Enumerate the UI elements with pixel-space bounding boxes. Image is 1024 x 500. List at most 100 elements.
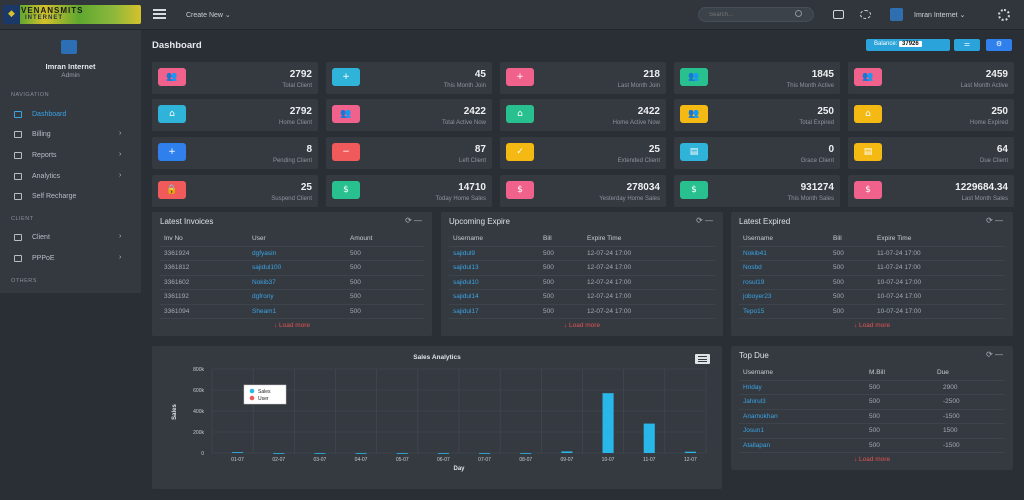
sidebar-item-self-recharge[interactable]: Self Recharge [0, 189, 141, 205]
minimize-icon[interactable]: — [705, 216, 713, 225]
table-header: Inv No User Amount [160, 232, 424, 247]
load-more-link[interactable]: ↓ Load more [853, 322, 891, 329]
stat-card[interactable]: 👥 250 Total Expired [674, 99, 840, 131]
username-link[interactable]: Hriday [743, 383, 762, 391]
stat-card[interactable]: $14710 Today Home Sales [326, 175, 492, 207]
load-more-link[interactable]: ↓ Load more [853, 456, 891, 463]
stat-card[interactable]: $1229684.34 Last Month Sales [848, 175, 1014, 207]
user-avatar[interactable] [890, 8, 903, 21]
sales-chart: 0 200k 400k 600k 800k 01-07 02-07 03-07 04-07 05-… [172, 367, 707, 472]
username-link[interactable]: Jahirul3 [743, 398, 766, 405]
sidebar-item-pppoe[interactable]: PPPoE › [0, 251, 141, 267]
card-icon[interactable] [833, 10, 844, 19]
sidebar-item-billing[interactable]: Billing › [0, 127, 141, 143]
stat-card[interactable]: 👥 2459 Last Month Active [848, 62, 1014, 94]
stat-card[interactable]: $931274 This Month Sales [674, 175, 840, 207]
username-link[interactable]: Nokib41 [743, 249, 767, 257]
x-tick-label: 05-07 [396, 457, 409, 463]
gear-icon[interactable] [998, 9, 1010, 21]
stat-card[interactable]: ✓ 25 Extended Client [500, 137, 666, 169]
stat-card[interactable]: 👥 1845 This Month Active [674, 62, 840, 94]
sidebar: Imran Internet Admin NAVIGATION Dashboar… [0, 30, 141, 293]
username-link[interactable]: joboyer23 [743, 293, 772, 300]
search-icon[interactable] [795, 10, 802, 17]
stat-card[interactable]: +8 Pending Client [152, 137, 318, 169]
stat-card[interactable]: ⌂ 250 Home Expired [848, 99, 1014, 131]
table-cell: 500 [543, 293, 554, 300]
sidebar-item-dashboard[interactable]: Dashboard [0, 107, 141, 123]
search-input[interactable] [698, 7, 814, 22]
username-link[interactable]: dgfyasin [252, 249, 277, 257]
refresh-icon[interactable]: ⟳ [986, 216, 993, 225]
stat-card[interactable]: 👥 2422 Total Active Now [326, 99, 492, 131]
username-link[interactable]: Nokib37 [252, 278, 276, 286]
table-cell: 500 [869, 412, 880, 420]
logo-emblem-icon: ◆ [3, 5, 20, 24]
user-menu[interactable]: Imran Internet ⌄ [914, 12, 966, 19]
panel-title: Latest Expired [739, 217, 791, 226]
username-link[interactable]: sajidul17 [453, 307, 479, 315]
username-link[interactable]: Nosbd [743, 264, 762, 271]
refresh-icon[interactable]: ⟳ [696, 216, 703, 225]
stat-card[interactable]: $278034 Yesterday Home Sales [500, 175, 666, 207]
stat-card[interactable]: +218 Last Month Join [500, 62, 666, 94]
create-new-dropdown[interactable]: Create New ⌄ [186, 12, 231, 19]
sales-bar [479, 453, 491, 454]
sidebar-item-reports[interactable]: Reports › [0, 148, 141, 164]
username-link[interactable]: rosul19 [743, 278, 765, 286]
stat-card[interactable]: ⌂ 2422 Home Active Now [500, 99, 666, 131]
stat-card[interactable]: +45 This Month Join [326, 62, 492, 94]
users-icon: 👥 [680, 68, 708, 86]
username-link[interactable]: Atallapan [743, 441, 771, 449]
settings-button[interactable]: ⚙ [986, 39, 1012, 51]
chevron-right-icon: › [119, 233, 122, 240]
sales-bar [643, 423, 655, 453]
username-link[interactable]: dgfrony [252, 293, 274, 300]
minimize-icon[interactable]: — [414, 216, 422, 225]
minimize-icon[interactable]: — [995, 216, 1003, 225]
username-link[interactable]: Sheam1 [252, 307, 277, 315]
sidebar-item-label: PPPoE [32, 255, 55, 262]
chart-menu-icon[interactable] [695, 354, 710, 364]
filter-button[interactable]: ⚌ [954, 39, 980, 51]
username-link[interactable]: sajidul13 [453, 264, 479, 271]
menu-toggle-icon[interactable] [153, 9, 166, 20]
table-cell: 10-07-24 17:00 [877, 278, 922, 286]
users-icon: 👥 [332, 105, 360, 123]
username-link[interactable]: sajidul9 [453, 249, 476, 257]
load-more-link[interactable]: ↓ Load more [563, 322, 601, 329]
refresh-icon[interactable]: ⟳ [405, 216, 412, 225]
brand-logo[interactable]: ◆ VENANSMITS INTERNET [3, 5, 141, 24]
sidebar-item-client[interactable]: Client › [0, 230, 141, 246]
sidebar-item-label: Analytics [32, 173, 61, 180]
stat-card[interactable]: ▤ 0 Grace Client [674, 137, 840, 169]
sidebar-item-label: Self Recharge [32, 193, 77, 200]
table-cell: -1500 [943, 441, 960, 449]
stat-card[interactable]: − 87 Left Client [326, 137, 492, 169]
user-remove-icon: − [332, 143, 360, 161]
refresh-icon[interactable]: ⟳ [986, 350, 993, 359]
sidebar-item-analytics[interactable]: Analytics › [0, 169, 141, 185]
table-header: Username Bill Expire Time [449, 232, 715, 247]
table-row: sajidul10 500 12-07-24 17:00 [449, 276, 715, 290]
minimize-icon[interactable]: — [995, 350, 1003, 359]
username-link[interactable]: Josun1 [743, 427, 764, 434]
username-link[interactable]: sajidul10 [453, 278, 479, 286]
user-add-icon: + [332, 68, 360, 86]
table-row: sajidul13 500 12-07-24 17:00 [449, 261, 715, 276]
sidebar-user-role: Admin [61, 72, 80, 79]
top-bar: ◆ VENANSMITS INTERNET Create New ⌄ Imran… [0, 0, 1024, 30]
username-link[interactable]: Anamokhan [743, 412, 778, 420]
stat-label: Last Month Join [617, 83, 660, 89]
username-link[interactable]: Tepo15 [743, 307, 765, 315]
load-more-link[interactable]: ↓ Load more [273, 322, 311, 329]
refresh-icon[interactable] [860, 10, 871, 19]
stat-card[interactable]: ⌂ 2792 Home Client [152, 99, 318, 131]
stat-card[interactable]: ▤ 64 Due Client [848, 137, 1014, 169]
home-icon: ⌂ [158, 105, 186, 123]
username-link[interactable]: sajidul14 [453, 293, 479, 300]
stat-card[interactable]: 🔒 25 Suspend Client [152, 175, 318, 207]
stat-label: This Month Active [786, 83, 834, 89]
stat-card[interactable]: 👥 2792 Total Client [152, 62, 318, 94]
username-link[interactable]: sajidul100 [252, 264, 282, 271]
